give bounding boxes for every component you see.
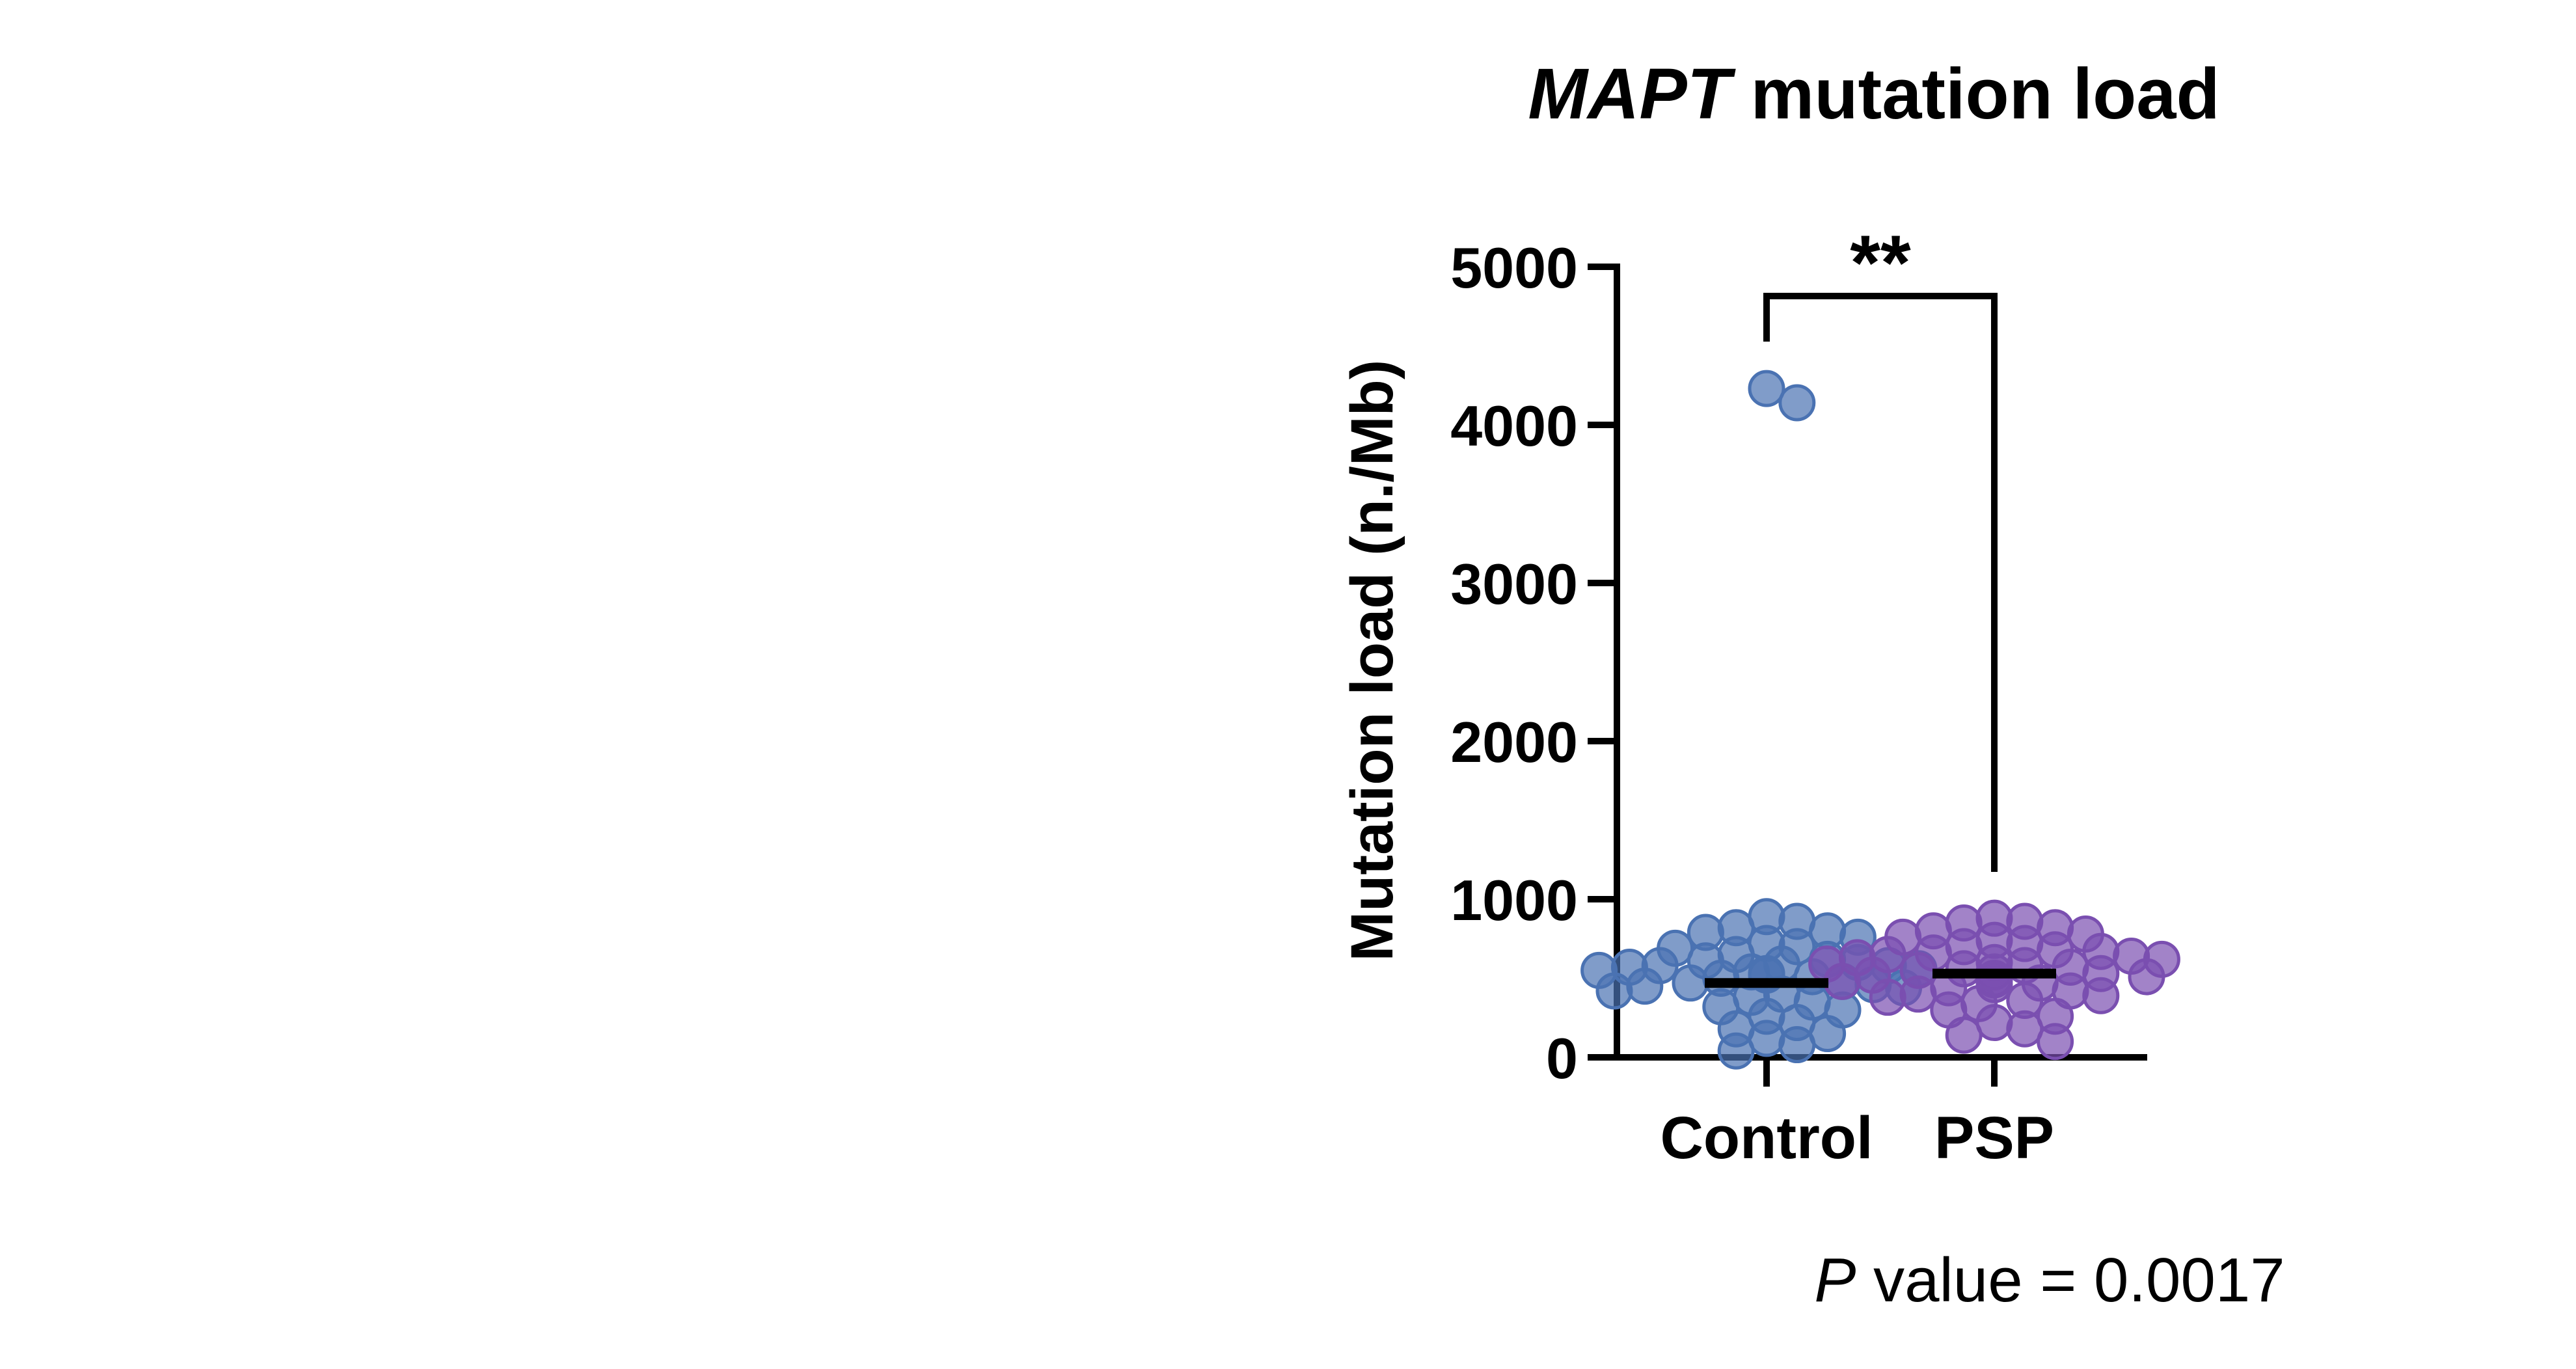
data-point: [1717, 1032, 1755, 1070]
p-value-symbol: P: [1814, 1245, 1856, 1315]
y-tick-label: 1000: [1450, 868, 1578, 932]
data-point: [1809, 1015, 1847, 1053]
data-points: [1580, 370, 2180, 1070]
data-point: [2037, 1023, 2074, 1061]
p-value-annotation: P value = 0.0017: [1814, 1245, 2285, 1315]
chart-title-gene: MAPT: [1528, 54, 1735, 134]
chart-title-text: mutation load: [1731, 54, 2220, 134]
y-tick-label: 0: [1546, 1026, 1578, 1091]
data-point: [1748, 1020, 1785, 1057]
significance-stars: **: [1850, 219, 1911, 306]
y-tick-label: 5000: [1450, 236, 1578, 300]
data-point: [1899, 975, 1937, 1013]
data-point: [1748, 370, 1785, 407]
y-tick-label: 2000: [1450, 710, 1578, 774]
chart-title: MAPT mutation load: [1528, 54, 2219, 134]
y-axis-label: Mutation load (n./Mb): [1339, 360, 1405, 962]
data-point: [1869, 979, 1906, 1016]
axes: 0 1000 2000 3000 4000 5000 Control PSP: [1450, 236, 2147, 1171]
x-tick-label: Control: [1660, 1105, 1873, 1171]
data-point: [1595, 972, 1633, 1010]
data-point: [1778, 1026, 1816, 1064]
p-value-text: value = 0.0017: [1856, 1245, 2285, 1315]
data-point: [1945, 1016, 1983, 1054]
data-point: [2082, 977, 2120, 1014]
data-point: [1975, 1004, 2013, 1042]
y-tick-label: 4000: [1450, 394, 1578, 458]
data-point: [2006, 1010, 2044, 1048]
x-tick-label: PSP: [1934, 1105, 2054, 1171]
y-tick-label: 3000: [1450, 552, 1578, 616]
data-point: [1672, 964, 1709, 1002]
data-point: [1823, 962, 1861, 1000]
significance-bracket-line: [1763, 293, 1998, 872]
median-lines: [1705, 968, 2056, 988]
data-point: [1626, 968, 1664, 1005]
data-point: [2128, 958, 2165, 996]
significance-bracket: **: [1763, 219, 1998, 872]
data-point: [1778, 384, 1816, 422]
